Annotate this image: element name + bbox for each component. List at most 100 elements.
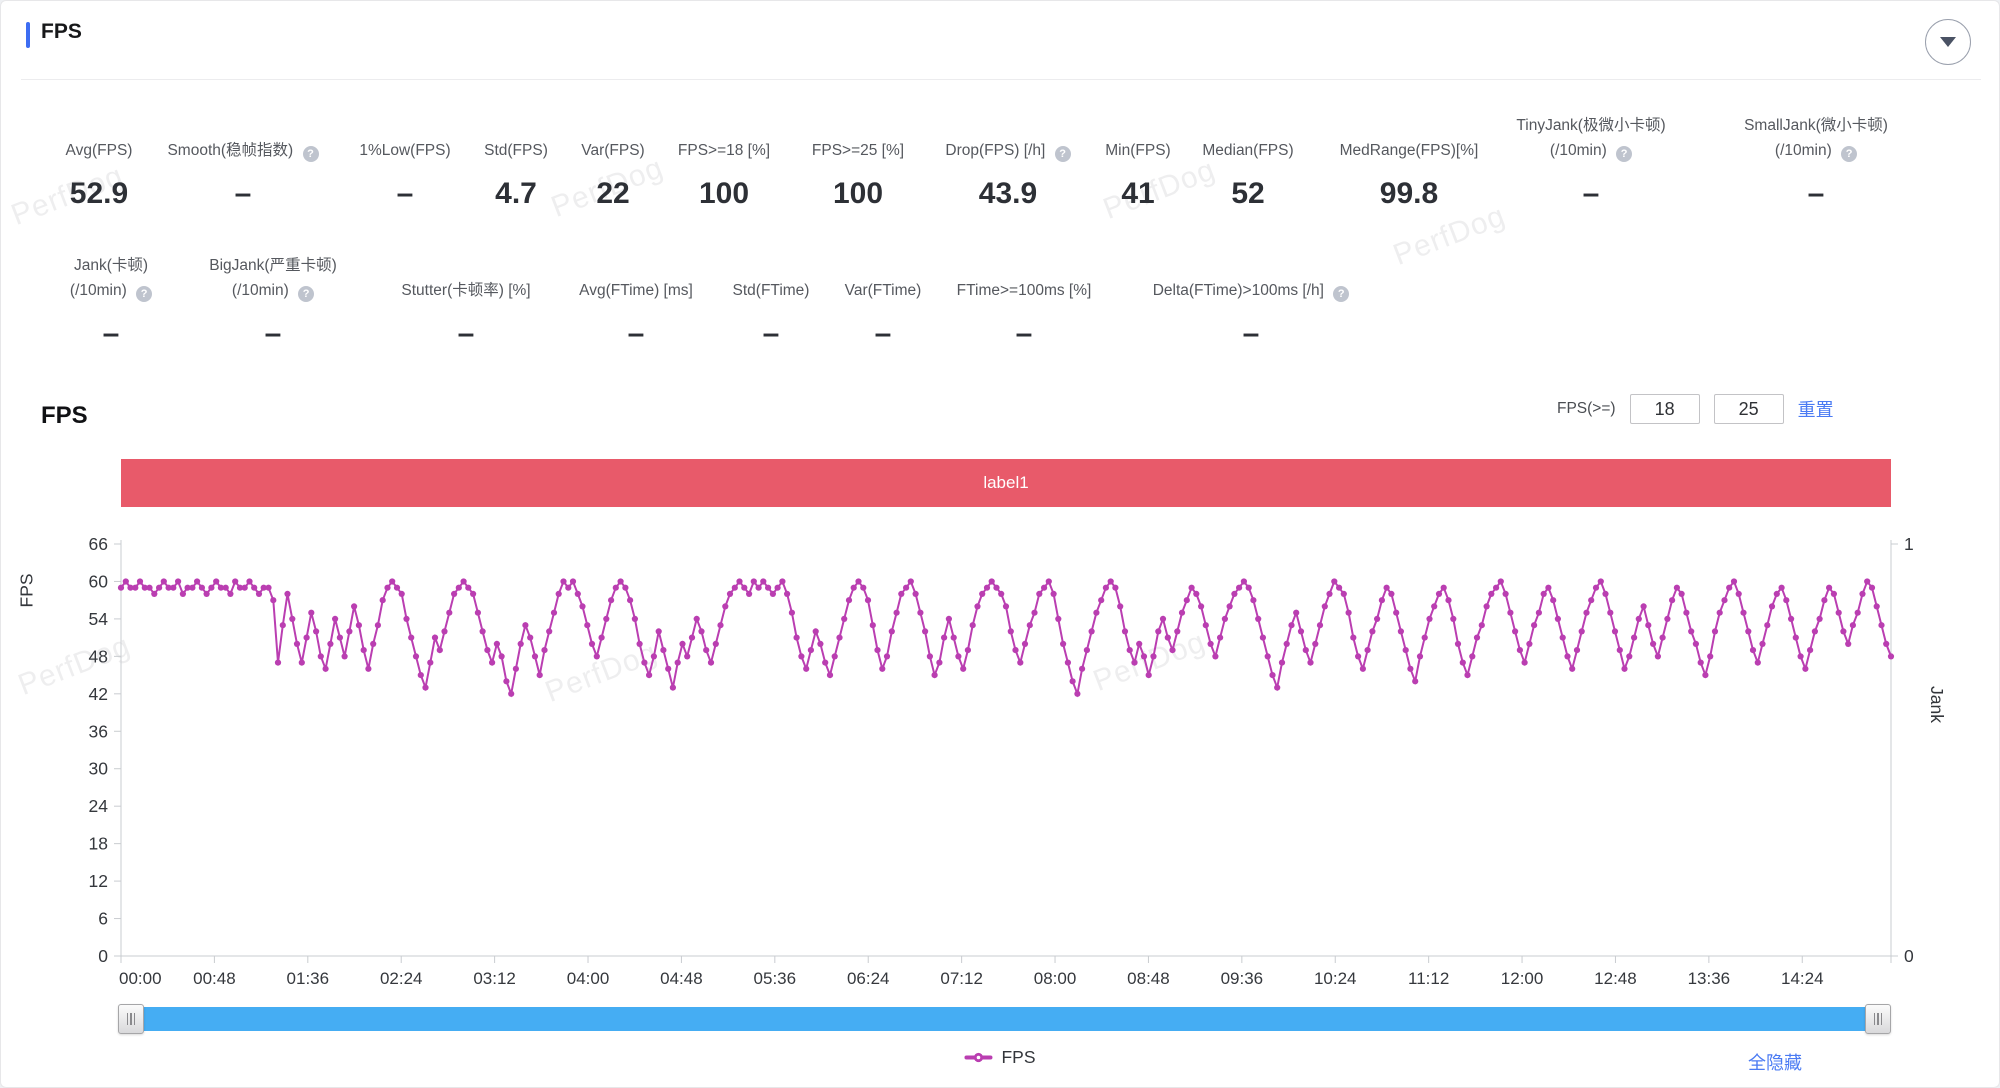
stat-r1-1: Avg(FPS) 52.9 bbox=[1, 113, 229, 211]
svg-text:09:36: 09:36 bbox=[1221, 969, 1264, 988]
stat-r1-7: FPS>=25 [%] 100 bbox=[728, 113, 988, 211]
stat-value: 100 bbox=[832, 177, 884, 210]
help-icon[interactable]: ? bbox=[1054, 146, 1071, 162]
stat-label: Drop(FPS) [/h] ? bbox=[878, 113, 1138, 163]
svg-text:54: 54 bbox=[89, 609, 109, 629]
y-axis-name: FPS bbox=[16, 573, 37, 608]
stat-r1-9: Min(FPS) 41 bbox=[1008, 113, 1268, 211]
reset-link[interactable]: 重置 bbox=[1797, 400, 1834, 420]
legend-item-fps[interactable]: FPS bbox=[964, 1047, 1036, 1068]
label-banner-text: label1 bbox=[983, 473, 1029, 492]
stat-label: Var(FTime) bbox=[844, 282, 922, 299]
stat-value: – bbox=[1807, 177, 1825, 210]
svg-text:00:00: 00:00 bbox=[119, 969, 162, 988]
fps-threshold-label: FPS(>=) bbox=[1557, 400, 1616, 417]
stat-label: Min(FPS) bbox=[1105, 142, 1171, 159]
stat-value: 41 bbox=[1121, 177, 1155, 210]
help-icon[interactable]: ? bbox=[1841, 146, 1858, 162]
collapse-button[interactable] bbox=[1925, 19, 1971, 65]
hide-all-link[interactable]: 全隐藏 bbox=[1748, 1053, 1802, 1073]
fps-series-legend-icon bbox=[964, 1052, 993, 1063]
svg-text:18: 18 bbox=[89, 834, 108, 854]
svg-text:12:00: 12:00 bbox=[1501, 969, 1544, 988]
svg-text:00:48: 00:48 bbox=[193, 969, 236, 988]
svg-text:14:24: 14:24 bbox=[1781, 969, 1824, 988]
chevron-down-icon bbox=[1940, 37, 1956, 47]
svg-text:08:48: 08:48 bbox=[1127, 969, 1170, 988]
help-icon[interactable]: ? bbox=[302, 146, 319, 162]
stat-r1-2: Smooth(稳帧指数) ? – bbox=[113, 113, 373, 211]
chart-range-scrollbar[interactable] bbox=[121, 1007, 1891, 1031]
svg-text:1: 1 bbox=[1904, 536, 1914, 554]
scrollbar-left-handle[interactable] bbox=[118, 1004, 144, 1034]
stat-value: – bbox=[457, 317, 475, 350]
header-divider bbox=[21, 79, 1981, 80]
stat-r2-8: Delta(FTime)>100ms [/h] ? – bbox=[1121, 253, 1381, 351]
panel-title: FPS bbox=[41, 20, 82, 43]
svg-text:03:12: 03:12 bbox=[473, 969, 516, 988]
stat-r1-3: 1%Low(FPS) – bbox=[275, 113, 535, 211]
stat-r1-11: MedRange(FPS)[%] 99.8 bbox=[1279, 113, 1539, 211]
stat-r2-3: Stutter(卡顿率) [%] – bbox=[336, 253, 596, 351]
svg-text:66: 66 bbox=[89, 536, 108, 554]
chart-title: FPS bbox=[41, 402, 88, 429]
stat-value: – bbox=[1582, 177, 1600, 210]
svg-text:08:00: 08:00 bbox=[1034, 969, 1077, 988]
help-icon[interactable]: ? bbox=[1333, 286, 1350, 302]
help-icon[interactable]: ? bbox=[1616, 146, 1633, 162]
stat-label: Var(FPS) bbox=[581, 142, 645, 159]
stat-label: FTime>=100ms [%] bbox=[956, 282, 1092, 299]
stat-label: TinyJank(极微小卡顿) (/10min) ? bbox=[1516, 117, 1666, 162]
stat-value: 4.7 bbox=[495, 177, 537, 210]
stat-label: Std(FPS) bbox=[484, 142, 548, 159]
scrollbar-right-handle[interactable] bbox=[1865, 1004, 1891, 1034]
stat-r2-1: Jank(卡顿) (/10min) ? – bbox=[1, 253, 241, 351]
stat-r1-8: Drop(FPS) [/h] ? 43.9 bbox=[878, 113, 1138, 211]
svg-text:04:00: 04:00 bbox=[567, 969, 610, 988]
svg-text:01:36: 01:36 bbox=[287, 969, 330, 988]
stat-label: 1%Low(FPS) bbox=[359, 142, 451, 159]
stat-r1-4: Std(FPS) 4.7 bbox=[386, 113, 646, 211]
stat-label: Jank(卡顿) (/10min) ? bbox=[1, 253, 241, 303]
stat-label: Delta(FTime)>100ms [/h] ? bbox=[1121, 253, 1381, 303]
svg-text:0: 0 bbox=[1904, 946, 1914, 966]
fps-max-input[interactable] bbox=[1713, 394, 1784, 424]
panel-accent-bar bbox=[26, 22, 30, 48]
stat-value: – bbox=[874, 317, 892, 350]
stat-value: 43.9 bbox=[978, 177, 1038, 210]
svg-text:05:36: 05:36 bbox=[754, 969, 797, 988]
stat-r2-2: BigJank(严重卡顿) (/10min) ? – bbox=[143, 253, 403, 351]
svg-text:48: 48 bbox=[89, 646, 108, 666]
svg-text:12: 12 bbox=[89, 871, 108, 891]
svg-text:07:12: 07:12 bbox=[940, 969, 983, 988]
stat-r1-10: Median(FPS) 52 bbox=[1118, 113, 1378, 211]
stat-value: – bbox=[1242, 317, 1260, 350]
svg-text:13:36: 13:36 bbox=[1688, 969, 1731, 988]
help-icon[interactable]: ? bbox=[136, 286, 153, 302]
svg-text:11:12: 11:12 bbox=[1408, 969, 1449, 988]
stat-label: MedRange(FPS)[%] bbox=[1339, 142, 1479, 159]
svg-text:36: 36 bbox=[89, 721, 108, 741]
label-banner: label1 bbox=[121, 459, 1891, 507]
svg-text:0: 0 bbox=[98, 946, 108, 966]
stat-r1-5: Var(FPS) 22 bbox=[483, 113, 743, 211]
stat-r2-5: Std(FTime) – bbox=[641, 253, 901, 351]
stat-label: Stutter(卡顿率) [%] bbox=[401, 282, 531, 299]
svg-text:60: 60 bbox=[89, 571, 109, 591]
svg-text:24: 24 bbox=[89, 796, 109, 816]
stat-r1-6: FPS>=18 [%] 100 bbox=[594, 113, 854, 211]
stat-label: FPS>=18 [%] bbox=[677, 142, 771, 159]
help-icon[interactable]: ? bbox=[298, 286, 315, 302]
stat-r1-12: TinyJank(极微小卡顿) (/10min) ? – bbox=[1461, 113, 1721, 211]
stat-value: – bbox=[102, 317, 120, 350]
stat-value: 52.9 bbox=[69, 177, 129, 210]
svg-text:42: 42 bbox=[89, 684, 108, 704]
fps-min-input[interactable] bbox=[1629, 394, 1700, 424]
fps-line-chart[interactable]: 0 6 12 18 24 30 36 42 48 54 60 66 0 1 00:00 00:48 01:36 0… bbox=[81, 536, 1961, 1006]
fps-threshold-controls: FPS(>=) 重置 bbox=[1557, 393, 1834, 425]
stat-label: Median(FPS) bbox=[1202, 142, 1294, 159]
stat-value: – bbox=[627, 317, 645, 350]
stat-label: FPS>=25 [%] bbox=[811, 142, 905, 159]
legend-label: FPS bbox=[1001, 1047, 1036, 1067]
